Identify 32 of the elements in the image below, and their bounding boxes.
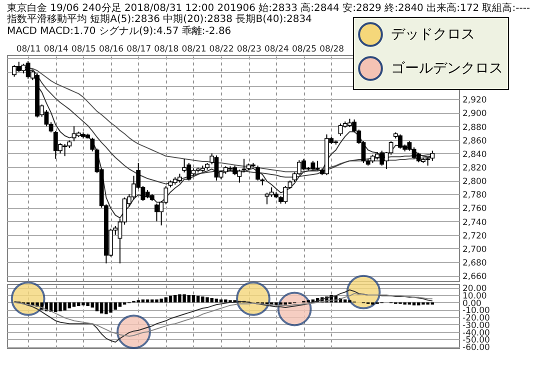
x-tick-label: 08/16 — [99, 44, 124, 54]
x-tick-label: 08/25 — [292, 44, 317, 54]
x-tick-label: 08/11 — [16, 44, 41, 54]
y-tick-label: 2,880 — [462, 122, 487, 133]
y-tick-label: 2,860 — [462, 136, 487, 146]
x-tick-label: 08/24 — [264, 44, 289, 54]
legend-label: ゴールデンクロス — [391, 60, 503, 76]
y-tick-label: 2,800 — [462, 177, 487, 188]
y-tick-label: 2,840 — [462, 150, 487, 160]
legend-label: デッドクロス — [391, 26, 475, 42]
y-tick-label: 2,820 — [462, 163, 487, 174]
y-tick-label: 2,680 — [462, 258, 487, 268]
y-tick-label: 2,780 — [462, 190, 487, 201]
chart-subtitle: 指数平滑移動平均 短期A(5):2836 中期(20):2838 長期B(40):2834 — [6, 13, 312, 25]
y-tick-label: 2,660 — [462, 272, 487, 282]
y-tick-label: -60.00 — [462, 343, 490, 354]
y-tick-label: 2,720 — [462, 231, 487, 242]
x-tick-label: 08/22 — [209, 44, 234, 54]
text: MACD MACD:1.70 シグナル(9):4.57 乖離:-2.86 — [7, 25, 232, 37]
x-tick-label: 08/14 — [44, 44, 68, 54]
x-tick-label: 08/15 — [71, 44, 96, 54]
x-tick-label: 08/28 — [320, 44, 344, 54]
x-tick-label: 08/18 — [154, 44, 179, 54]
y-tick-label: 2,920 — [462, 96, 487, 106]
chart-title: 東京白金 19/06 240分足 2018/08/31 12:00 201906 始:2833 高:2844 安:2829 終:2840 出来高:172 取組高:---- — [7, 2, 530, 14]
x-tick-label: 08/23 — [236, 44, 262, 54]
y-tick-label: 2,900 — [462, 109, 487, 120]
x-tick-label: 08/21 — [182, 44, 206, 54]
y-tick-label: 2,740 — [462, 218, 487, 228]
y-tick-label: 2,760 — [462, 204, 487, 214]
x-tick-label: 08/17 — [126, 44, 152, 54]
y-tick-label: 2,700 — [462, 244, 487, 255]
